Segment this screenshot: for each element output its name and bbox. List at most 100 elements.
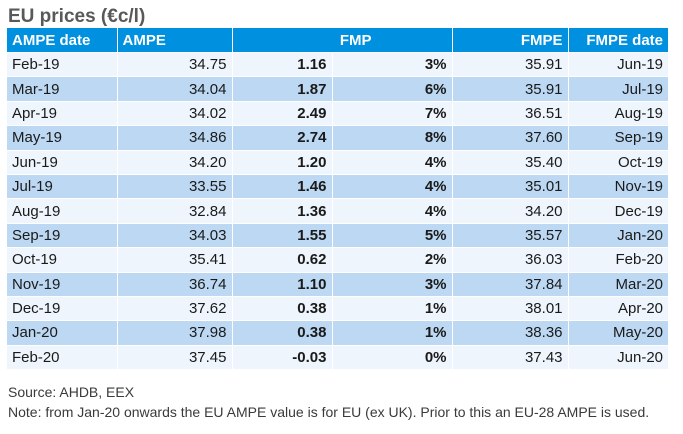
cell-fmpe-date: Sep-19	[568, 125, 669, 151]
column-header-fmpe: FMPE	[452, 28, 569, 53]
cell-ampe: 33.55	[117, 173, 233, 199]
cell-fmpe-date: Dec-19	[568, 198, 669, 224]
cell-fmp: 2.49	[232, 100, 333, 126]
cell-fmpe: 36.51	[452, 100, 569, 126]
cell-fmp-percent: 0%	[332, 344, 453, 370]
cell-fmp-percent: 8%	[332, 125, 453, 151]
cell-fmpe-date: Nov-19	[568, 173, 669, 199]
cell-ampe-date: Dec-19	[7, 295, 118, 321]
cell-fmpe: 38.36	[452, 320, 569, 346]
table-row: May-19 34.86 2.74 8% 37.60 Sep-19	[7, 125, 669, 151]
cell-fmpe: 37.60	[452, 125, 569, 151]
cell-fmp: 0.62	[232, 247, 333, 273]
table-row: Feb-20 37.45 -0.03 0% 37.43 Jun-20	[7, 344, 669, 370]
source-note: Source: AHDB, EEX	[8, 384, 135, 400]
column-header-fmp: FMP	[232, 28, 453, 53]
cell-fmpe-date: Aug-19	[568, 100, 669, 126]
cell-ampe: 32.84	[117, 198, 233, 224]
cell-ampe: 34.02	[117, 100, 233, 126]
column-header-ampe-date: AMPE date	[7, 28, 118, 53]
cell-fmpe: 34.20	[452, 198, 569, 224]
cell-fmp: 1.16	[232, 51, 333, 77]
cell-fmpe: 35.40	[452, 149, 569, 175]
cell-fmp: 1.87	[232, 76, 333, 102]
cell-fmpe: 37.84	[452, 271, 569, 297]
cell-ampe-date: Jul-19	[7, 173, 118, 199]
cell-fmpe-date: Jan-20	[568, 222, 669, 248]
footnote: Note: from Jan-20 onwards the EU AMPE va…	[8, 404, 650, 420]
cell-fmpe-date: Jul-19	[568, 76, 669, 102]
cell-fmp: -0.03	[232, 344, 333, 370]
table-row: Nov-19 36.74 1.10 3% 37.84 Mar-20	[7, 271, 669, 297]
cell-fmp-percent: 3%	[332, 271, 453, 297]
cell-ampe: 34.04	[117, 76, 233, 102]
cell-fmp-percent: 4%	[332, 198, 453, 224]
cell-ampe: 35.41	[117, 247, 233, 273]
cell-fmp: 0.38	[232, 295, 333, 321]
cell-ampe: 34.86	[117, 125, 233, 151]
cell-fmp: 0.38	[232, 320, 333, 346]
cell-ampe-date: Apr-19	[7, 100, 118, 126]
table-row: Aug-19 32.84 1.36 4% 34.20 Dec-19	[7, 198, 669, 224]
cell-fmpe: 38.01	[452, 295, 569, 321]
cell-fmp-percent: 4%	[332, 173, 453, 199]
cell-fmpe-date: Feb-20	[568, 247, 669, 273]
page-title: EU prices (€c/l)	[8, 6, 146, 27]
cell-fmp-percent: 2%	[332, 247, 453, 273]
table-row: Oct-19 35.41 0.62 2% 36.03 Feb-20	[7, 247, 669, 273]
cell-ampe-date: Sep-19	[7, 222, 118, 248]
cell-ampe: 36.74	[117, 271, 233, 297]
prices-table: AMPE date AMPE FMP FMPE FMPE date Feb-19…	[7, 28, 669, 370]
column-header-fmpe-date: FMPE date	[568, 28, 669, 53]
cell-fmpe: 35.57	[452, 222, 569, 248]
cell-fmp: 1.55	[232, 222, 333, 248]
cell-fmpe: 36.03	[452, 247, 569, 273]
cell-fmp-percent: 1%	[332, 320, 453, 346]
cell-fmp-percent: 6%	[332, 76, 453, 102]
cell-fmpe: 37.43	[452, 344, 569, 370]
cell-ampe: 34.75	[117, 51, 233, 77]
column-header-ampe: AMPE	[117, 28, 233, 53]
cell-fmp: 1.36	[232, 198, 333, 224]
cell-fmpe: 35.91	[452, 51, 569, 77]
table-row: Sep-19 34.03 1.55 5% 35.57 Jan-20	[7, 222, 669, 248]
cell-fmp: 1.46	[232, 173, 333, 199]
cell-fmpe-date: Jun-19	[568, 51, 669, 77]
cell-fmp: 1.10	[232, 271, 333, 297]
cell-ampe-date: Oct-19	[7, 247, 118, 273]
cell-fmp-percent: 4%	[332, 149, 453, 175]
cell-fmpe: 35.01	[452, 173, 569, 199]
cell-ampe-date: Jan-20	[7, 320, 118, 346]
cell-ampe-date: Feb-20	[7, 344, 118, 370]
cell-fmpe-date: Jun-20	[568, 344, 669, 370]
cell-fmpe-date: Apr-20	[568, 295, 669, 321]
cell-fmp-percent: 1%	[332, 295, 453, 321]
cell-fmp-percent: 7%	[332, 100, 453, 126]
cell-ampe-date: Aug-19	[7, 198, 118, 224]
table-row: Dec-19 37.62 0.38 1% 38.01 Apr-20	[7, 295, 669, 321]
table-row: Apr-19 34.02 2.49 7% 36.51 Aug-19	[7, 100, 669, 126]
cell-ampe: 37.45	[117, 344, 233, 370]
table-header-row: AMPE date AMPE FMP FMPE FMPE date	[7, 28, 669, 53]
table-row: Feb-19 34.75 1.16 3% 35.91 Jun-19	[7, 51, 669, 77]
table-row: Mar-19 34.04 1.87 6% 35.91 Jul-19	[7, 76, 669, 102]
cell-fmpe-date: Oct-19	[568, 149, 669, 175]
table-row: Jul-19 33.55 1.46 4% 35.01 Nov-19	[7, 173, 669, 199]
cell-fmp: 1.20	[232, 149, 333, 175]
cell-fmp: 2.74	[232, 125, 333, 151]
cell-ampe-date: Mar-19	[7, 76, 118, 102]
cell-ampe: 34.20	[117, 149, 233, 175]
cell-fmpe-date: Mar-20	[568, 271, 669, 297]
table-row: Jun-19 34.20 1.20 4% 35.40 Oct-19	[7, 149, 669, 175]
cell-fmp-percent: 3%	[332, 51, 453, 77]
table-body: Feb-19 34.75 1.16 3% 35.91 Jun-19 Mar-19 34.04 1…	[7, 51, 669, 370]
cell-ampe: 37.62	[117, 295, 233, 321]
cell-ampe: 37.98	[117, 320, 233, 346]
cell-fmpe-date: May-20	[568, 320, 669, 346]
cell-ampe: 34.03	[117, 222, 233, 248]
cell-ampe-date: Feb-19	[7, 51, 118, 77]
cell-ampe-date: May-19	[7, 125, 118, 151]
cell-ampe-date: Jun-19	[7, 149, 118, 175]
cell-fmp-percent: 5%	[332, 222, 453, 248]
cell-ampe-date: Nov-19	[7, 271, 118, 297]
